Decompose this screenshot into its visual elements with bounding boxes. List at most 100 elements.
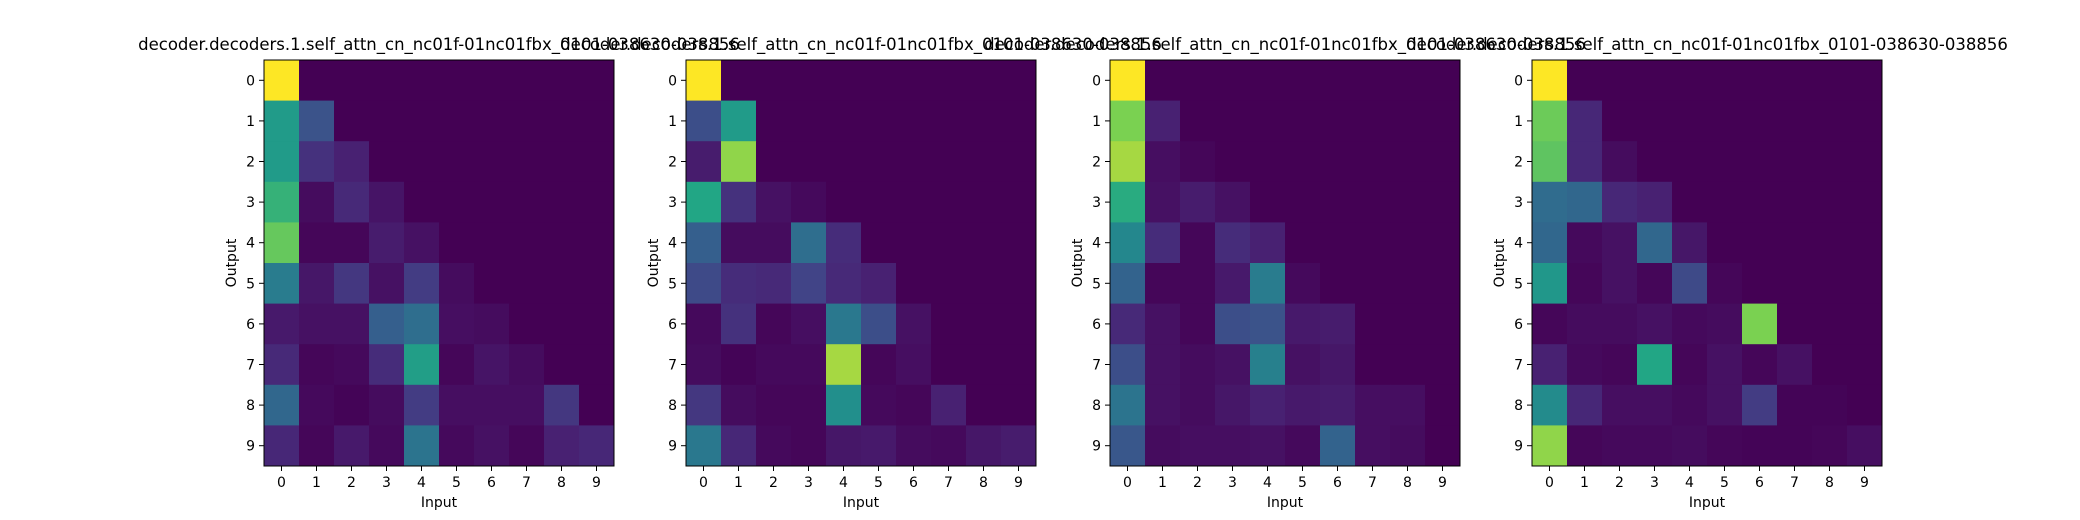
heatmap-cell-r5-c9 (1847, 263, 1883, 304)
heatmap-cell-r3-c3 (1215, 181, 1251, 223)
y-tick-label: 8 (1092, 398, 1101, 414)
heatmap-cell-r8-c2 (1602, 384, 1638, 426)
heatmap-cell-r5-c4 (1672, 263, 1708, 304)
heatmap-cell-r8-c3 (791, 384, 827, 426)
heatmap-cell-r0-c1 (1567, 60, 1603, 101)
heatmap-cell-r1-c8 (966, 100, 1002, 142)
x-tick-label: 5 (452, 475, 461, 491)
heatmap-cell-r7-c7 (1355, 344, 1391, 386)
heatmap-cell-r9-c0 (686, 425, 722, 467)
heatmap-cell-r4-c2 (334, 222, 370, 264)
heatmap-cell-r3-c3 (1637, 181, 1673, 223)
heatmap-cell-r2-c8 (544, 141, 580, 183)
axes-frame (1531, 59, 1883, 467)
x-tick-label: 0 (699, 475, 708, 491)
heatmap-cell-r1-c4 (1672, 100, 1708, 142)
heatmap-cell-r4-c8 (966, 222, 1002, 264)
heatmap-panel-2: 0 1 2 3 4 5 6 7 8 9 0 1 2 3 4 5 6 7 8 9 Input Output decoder.d… (560, 35, 1162, 511)
y-tick-label: 1 (1514, 114, 1523, 130)
heatmap-cell-r5-c1 (1145, 263, 1181, 304)
heatmap-cell-r1-c9 (1847, 100, 1883, 142)
x-axis-label: Input (1267, 495, 1304, 511)
heatmap-cell-r3-c7 (1355, 181, 1391, 223)
heatmap-cell-r7-c2 (1602, 344, 1638, 386)
heatmap-cell-r7-c5 (1707, 344, 1743, 386)
heatmap-cell-r8-c4 (1672, 384, 1708, 426)
heatmap-cell-r8-c9 (1425, 384, 1461, 426)
heatmap-cell-r2-c2 (1180, 141, 1216, 183)
heatmap-cell-r9-c1 (1145, 425, 1181, 467)
heatmap-cell-r4-c6 (1320, 222, 1356, 264)
heatmap-cell-r3-c0 (686, 181, 722, 223)
heatmap-cell-r9-c9 (1425, 425, 1461, 467)
heatmap-cell-r8-c6 (1320, 384, 1356, 426)
heatmap-cell-r3-c4 (1250, 181, 1286, 223)
heatmap-cell-r0-c2 (1180, 60, 1216, 101)
heatmap-cell-r0-c9 (1001, 60, 1037, 101)
heatmap-cell-r9-c5 (861, 425, 897, 467)
y-tick-label: 0 (668, 73, 677, 89)
x-tick-label: 5 (1720, 475, 1729, 491)
x-tick-label: 9 (1014, 475, 1023, 491)
heatmap-cell-r4-c3 (791, 222, 827, 264)
heatmap-cell-r4-c8 (1812, 222, 1848, 264)
heatmap-cell-r0-c9 (1847, 60, 1883, 101)
heatmap-cell-r5-c7 (1777, 263, 1813, 304)
heatmap-cell-r4-c0 (264, 222, 300, 264)
heatmap-cell-r8-c8 (1390, 384, 1426, 426)
x-tick-label: 1 (312, 475, 321, 491)
heatmap-cell-r5-c8 (966, 263, 1002, 304)
heatmap-cell-r3-c0 (264, 181, 300, 223)
heatmap-cell-r1-c0 (686, 100, 722, 142)
heatmap-cell-r6-c6 (1742, 303, 1778, 345)
x-tick-label: 6 (1755, 475, 1764, 491)
heatmap-cell-r6-c3 (1637, 303, 1673, 345)
x-tick-label: 5 (1298, 475, 1307, 491)
y-tick-label: 1 (1092, 114, 1101, 130)
heatmap-cell-r5-c7 (1355, 263, 1391, 304)
heatmap-cell-r6-c3 (369, 303, 405, 345)
heatmap-cell-r2-c5 (439, 141, 475, 183)
heatmap-cell-r3-c3 (791, 181, 827, 223)
heatmap-cell-r6-c5 (439, 303, 475, 345)
heatmap-cell-r2-c5 (1707, 141, 1743, 183)
heatmap-cell-r8-c7 (1777, 384, 1813, 426)
heatmap-cell-r6-c1 (299, 303, 335, 345)
heatmap-cell-r4-c0 (686, 222, 722, 264)
heatmap-cell-r2-c6 (896, 141, 932, 183)
heatmap-cell-r0-c4 (826, 60, 862, 101)
heatmap-cell-r7-c2 (756, 344, 792, 386)
heatmap-cell-r9-c9 (1847, 425, 1883, 467)
heatmap-cell-r6-c7 (931, 303, 967, 345)
heatmap-cell-r0-c4 (404, 60, 440, 101)
heatmap-cell-r9-c4 (404, 425, 440, 467)
heatmap-cell-r5-c0 (1532, 263, 1568, 304)
heatmap-cell-r0-c9 (579, 60, 615, 101)
heatmap-cell-r8-c6 (896, 384, 932, 426)
heatmap-cell-r3-c8 (1812, 181, 1848, 223)
heatmap-cell-r2-c8 (1390, 141, 1426, 183)
heatmap-cell-r7-c3 (1637, 344, 1673, 386)
y-tick-label: 5 (668, 276, 677, 292)
y-tick-label: 6 (668, 317, 677, 333)
heatmap-cell-r7-c1 (721, 344, 757, 386)
heatmap-cell-r6-c2 (1180, 303, 1216, 345)
heatmap-cell-r6-c2 (756, 303, 792, 345)
y-tick-label: 0 (246, 73, 255, 89)
heatmap-cell-r1-c2 (756, 100, 792, 142)
heatmap-cell-r4-c1 (721, 222, 757, 264)
heatmap-cell-r5-c0 (686, 263, 722, 304)
heatmap-cell-r3-c9 (1001, 181, 1037, 223)
heatmap-cell-r9-c2 (756, 425, 792, 467)
y-tick-label: 7 (1092, 358, 1101, 374)
heatmap-cell-r7-c9 (1001, 344, 1037, 386)
heatmap-cell-r3-c2 (1602, 181, 1638, 223)
y-tick-label: 5 (1092, 276, 1101, 292)
heatmap-cell-r5-c8 (1390, 263, 1426, 304)
heatmap-cell-r3-c6 (1742, 181, 1778, 223)
heatmap-cell-r4-c2 (756, 222, 792, 264)
heatmap-cell-r1-c8 (1390, 100, 1426, 142)
heatmap-cell-r8-c9 (1001, 384, 1037, 426)
heatmap-cell-r2-c1 (721, 141, 757, 183)
heatmap-cell-r1-c8 (544, 100, 580, 142)
